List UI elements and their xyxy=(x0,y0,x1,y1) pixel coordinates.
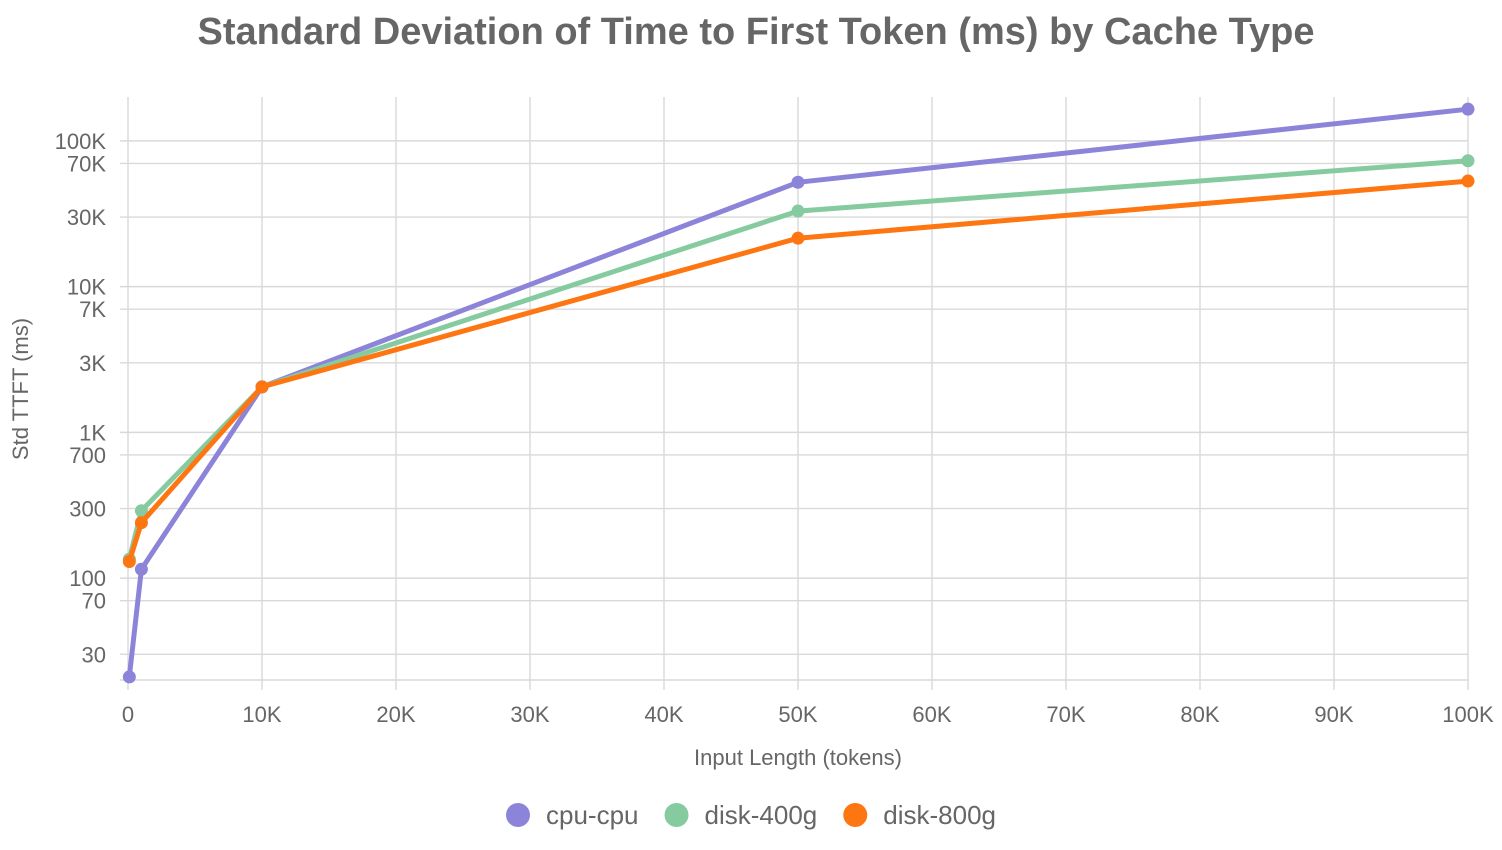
legend-marker xyxy=(506,803,531,827)
legend-marker xyxy=(664,803,689,827)
x-tick-label: 80K xyxy=(1180,702,1219,727)
y-tick-label: 3K xyxy=(79,351,106,376)
data-point xyxy=(791,231,805,245)
legend-label: cpu-cpu xyxy=(546,800,639,830)
data-point xyxy=(1461,154,1475,168)
x-tick-label: 90K xyxy=(1314,702,1353,727)
series-disk-800g xyxy=(122,174,1475,569)
data-point xyxy=(791,204,805,218)
grid xyxy=(120,97,1469,690)
x-tick-label: 60K xyxy=(912,702,951,727)
legend-item: disk-800g xyxy=(843,800,996,830)
legend-item: disk-400g xyxy=(664,800,818,830)
y-tick-label: 700 xyxy=(69,443,106,468)
data-point xyxy=(134,516,148,530)
x-tick-label: 0 xyxy=(122,702,134,727)
data-point xyxy=(791,175,805,189)
legend: cpu-cpu disk-400g disk-800g xyxy=(506,800,996,830)
legend-item: cpu-cpu xyxy=(506,800,639,830)
y-tick-label: 7K xyxy=(79,297,106,322)
legend-label: disk-800g xyxy=(883,800,996,830)
x-tick-label: 100K xyxy=(1442,702,1494,727)
y-tick-label: 300 xyxy=(69,497,106,522)
data-point xyxy=(122,670,136,684)
y-axis-title: Std TTFT (ms) xyxy=(8,318,33,460)
y-tick-label: 30 xyxy=(82,642,106,667)
data-point xyxy=(1461,174,1475,188)
data-point xyxy=(255,380,269,394)
y-tick-label: 70K xyxy=(67,151,106,176)
series xyxy=(122,102,1475,684)
x-axis-title: Input Length (tokens) xyxy=(694,745,902,770)
y-tick-label: 10K xyxy=(67,275,106,300)
data-point xyxy=(134,562,148,576)
x-axis-ticks: 0 10K 20K 30K 40K 50K 60K 70K 80K 90K 100K xyxy=(122,702,1494,727)
x-tick-label: 50K xyxy=(778,702,817,727)
x-tick-label: 40K xyxy=(644,702,683,727)
y-tick-label: 1K xyxy=(79,420,106,445)
legend-marker xyxy=(843,803,868,827)
data-point xyxy=(1461,102,1475,116)
chart-title: Standard Deviation of Time to First Toke… xyxy=(198,11,1315,53)
data-point xyxy=(122,555,136,569)
x-tick-label: 70K xyxy=(1046,702,1085,727)
x-tick-label: 10K xyxy=(242,702,281,727)
legend-label: disk-400g xyxy=(705,800,818,830)
x-tick-label: 30K xyxy=(510,702,549,727)
y-tick-label: 100K xyxy=(55,129,107,154)
y-tick-label: 70 xyxy=(82,589,106,614)
data-point xyxy=(134,504,148,518)
x-tick-label: 20K xyxy=(376,702,415,727)
y-tick-label: 100 xyxy=(69,566,106,591)
y-tick-label: 30K xyxy=(67,205,106,230)
